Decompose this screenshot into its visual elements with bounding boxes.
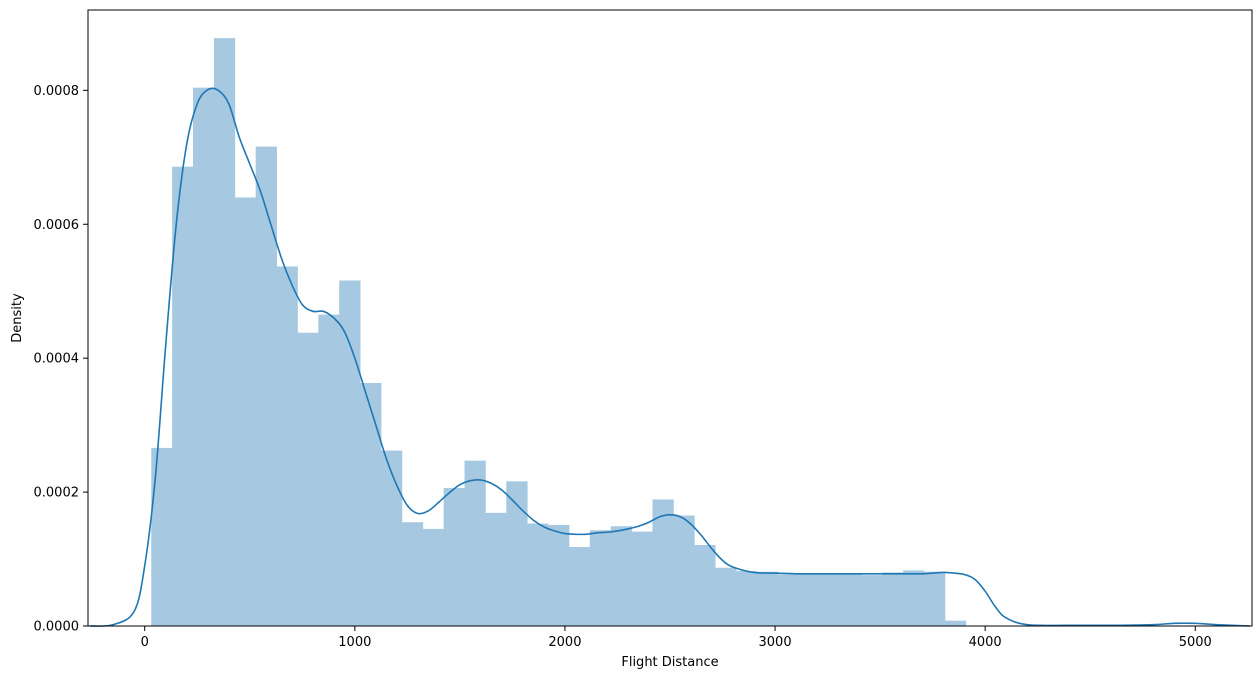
histogram-bar (485, 512, 507, 626)
x-tick-label: 5000 (1179, 635, 1212, 650)
y-tick-label: 0.0006 (34, 218, 80, 233)
histogram-bar (401, 522, 424, 626)
histogram-bar (318, 314, 340, 626)
histogram-bar (464, 460, 486, 626)
x-tick-label: 4000 (969, 635, 1002, 650)
x-tick-label: 0 (141, 635, 149, 650)
histogram-bar (923, 571, 946, 626)
histogram-bar (360, 382, 382, 626)
histogram-bar (443, 488, 465, 626)
plot-frame (87, 9, 1253, 627)
histogram-bar (527, 523, 549, 626)
y-tick-label: 0.0004 (34, 352, 80, 367)
histogram-bar (506, 481, 528, 626)
histogram-bar (276, 266, 298, 626)
y-axis-label: Density (10, 293, 25, 343)
histogram-bar (694, 544, 716, 626)
kde-line (90, 87, 1250, 627)
histogram-bar (610, 526, 632, 626)
histogram-bar (756, 571, 779, 626)
histogram-bar (631, 531, 653, 626)
histogram-bar (840, 573, 862, 626)
histogram-bars (151, 38, 967, 627)
histogram-bar (673, 515, 695, 626)
histogram-bar (380, 450, 403, 626)
histogram-bar (715, 567, 737, 626)
histogram-bar (798, 574, 820, 626)
x-axis: 0 1000 2000 3000 4000 5000 (141, 626, 1212, 650)
x-tick-label: 3000 (759, 635, 792, 650)
histogram-bar (339, 280, 361, 626)
histogram-bar (736, 571, 758, 626)
histogram-bar (548, 524, 570, 626)
histogram-bar (819, 573, 841, 626)
histogram-bar (297, 332, 319, 626)
histogram-bar (234, 197, 257, 626)
histogram-bar (882, 572, 904, 626)
y-tick-label: 0.0002 (34, 486, 80, 501)
y-tick-label: 0.0008 (34, 84, 80, 99)
y-tick-label: 0.0000 (34, 620, 80, 635)
histogram-bar (151, 447, 173, 626)
y-axis: 0.0000 0.0002 0.0004 0.0006 0.0008 (34, 84, 88, 635)
histogram-bar (777, 574, 800, 626)
histogram-bar (944, 620, 967, 626)
histogram-bar (213, 38, 236, 626)
x-tick-label: 1000 (338, 635, 371, 650)
histogram-bar (255, 146, 277, 626)
histogram-bar (172, 166, 194, 626)
histogram-bar (652, 499, 674, 626)
x-axis-label: Flight Distance (621, 655, 718, 670)
histogram-bar (589, 530, 612, 626)
histogram-bar (861, 575, 883, 626)
histogram-bar (903, 570, 925, 626)
x-tick-label: 2000 (548, 635, 581, 650)
histogram-bar (422, 528, 445, 626)
histogram-bar (193, 87, 215, 627)
histogram-bar (568, 546, 591, 626)
